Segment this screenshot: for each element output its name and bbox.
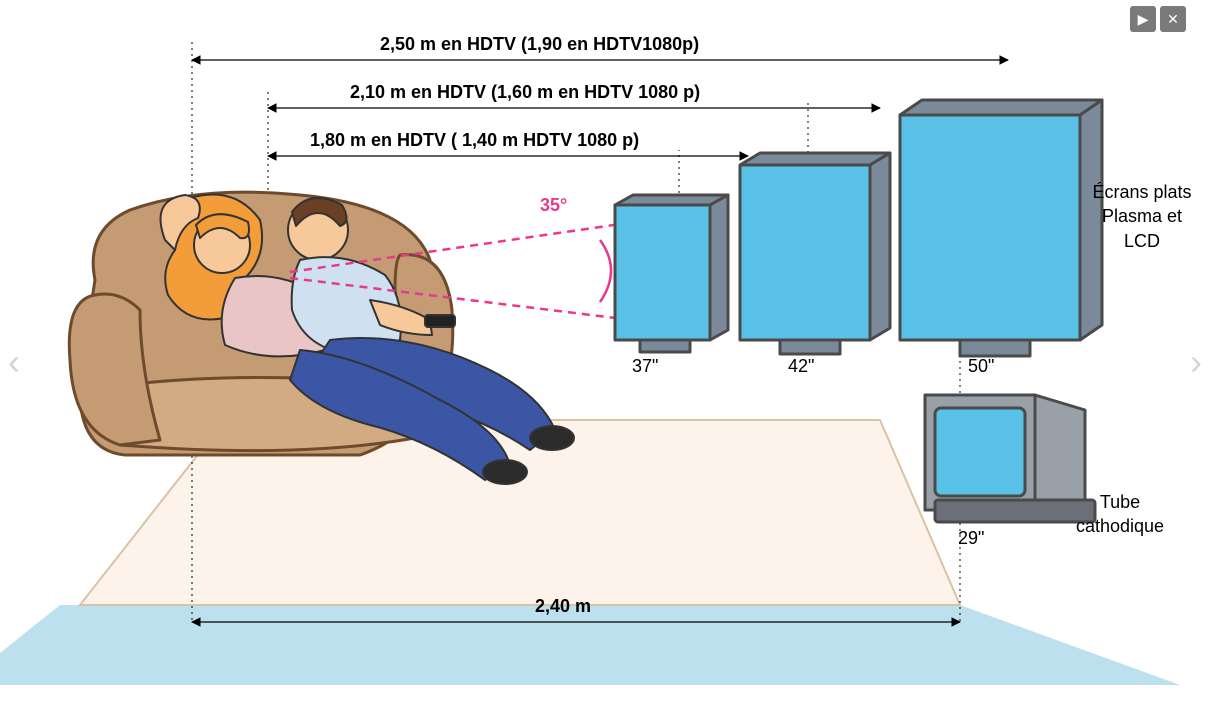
floor bbox=[0, 605, 1180, 685]
screen-label-29: 29" bbox=[958, 528, 984, 549]
tv-distance-diagram bbox=[0, 0, 1210, 724]
lightbox-controls: ▶ ✕ bbox=[1130, 6, 1186, 32]
flat-screens bbox=[615, 100, 1102, 356]
play-icon: ▶ bbox=[1138, 11, 1149, 28]
dim-label-250: 2,50 m en HDTV (1,90 en HDTV1080p) bbox=[380, 34, 699, 55]
screen-50 bbox=[900, 100, 1102, 356]
dim-label-180: 1,80 m en HDTV ( 1,40 m HDTV 1080 p) bbox=[310, 130, 639, 151]
screen-37 bbox=[615, 195, 728, 352]
crt-text: Tube cathodique bbox=[1060, 490, 1180, 539]
flat-screens-text: Écrans plats Plasma et LCD bbox=[1092, 180, 1192, 253]
dim-label-210: 2,10 m en HDTV (1,60 m en HDTV 1080 p) bbox=[350, 82, 700, 103]
prev-chevron[interactable]: ‹ bbox=[8, 341, 20, 383]
dim-label-240: 2,40 m bbox=[535, 596, 591, 617]
screen-label-37: 37" bbox=[632, 356, 658, 377]
angle-label: 35° bbox=[540, 195, 567, 216]
play-button[interactable]: ▶ bbox=[1130, 6, 1156, 32]
close-button[interactable]: ✕ bbox=[1160, 6, 1186, 32]
close-icon: ✕ bbox=[1167, 11, 1179, 28]
screen-label-42: 42" bbox=[788, 356, 814, 377]
screen-label-50: 50" bbox=[968, 356, 994, 377]
screen-42 bbox=[740, 153, 890, 354]
next-chevron[interactable]: › bbox=[1190, 341, 1202, 383]
